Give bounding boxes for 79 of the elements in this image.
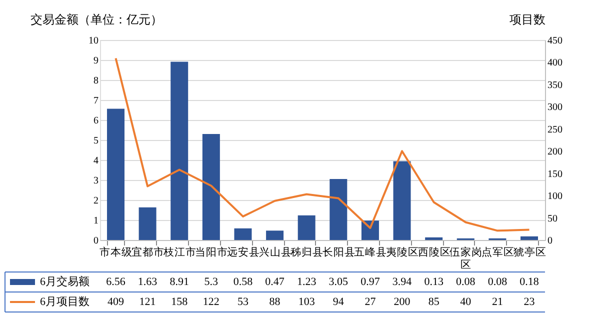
y2-tick-label: 450: [548, 36, 562, 46]
bar: [520, 236, 538, 240]
data-label: 85: [428, 296, 440, 308]
x-tick-label: 枝江市: [162, 246, 196, 258]
data-label: 6.56: [106, 276, 126, 288]
x-tick-label: 西陵区: [418, 246, 451, 258]
data-label: 122: [202, 296, 220, 308]
y-tick-label: 4: [94, 156, 98, 166]
x-tick-label: 点军区: [481, 246, 514, 258]
y2-tick-label: 300: [548, 102, 562, 114]
data-label: 0.58: [233, 276, 254, 288]
y-tick-label: 6: [94, 116, 98, 126]
data-label: 94: [332, 296, 344, 308]
data-label: 23: [524, 296, 536, 308]
x-tick-label: 当阳市: [195, 246, 228, 258]
line-series: [114, 57, 530, 232]
y2-tick-label: 0: [548, 236, 552, 246]
y-tick-label: 10: [88, 36, 98, 46]
x-tick-label: 伍家岗区: [450, 246, 483, 271]
bar: [234, 228, 252, 240]
bar: [298, 215, 316, 240]
x-tick-label: 夷陵区: [386, 246, 420, 258]
data-label: 0.08: [456, 276, 476, 288]
data-label: 158: [171, 296, 188, 308]
data-label: 0.97: [360, 276, 380, 288]
x-tick-label: 宜都市: [132, 246, 165, 258]
x-tick-label: 长阳县: [322, 246, 356, 258]
data-label: 88: [269, 296, 281, 308]
y-tick-label: 9: [94, 56, 98, 66]
y-tick-label: 3: [94, 176, 98, 186]
data-label: 27: [364, 296, 376, 308]
data-label: 40: [460, 296, 472, 308]
data-label: 0.08: [488, 276, 508, 288]
y2-tick-label: 50: [548, 213, 558, 224]
bar: [330, 179, 348, 240]
bar: [425, 237, 443, 240]
bar: [138, 207, 156, 240]
y-tick-label: 1: [94, 216, 98, 226]
legend-label: 6月项目数: [40, 296, 90, 308]
x-tick-label: 市本级: [100, 246, 133, 258]
x-tick-label: 远安县: [226, 246, 260, 258]
data-label: 0.18: [520, 276, 540, 288]
bar: [170, 62, 188, 240]
data-label: 53: [237, 296, 249, 308]
x-tick-label: 猇亭区: [513, 246, 546, 258]
data-label: 200: [394, 296, 411, 308]
data-label: 0.13: [424, 276, 444, 288]
data-label: 1.63: [138, 276, 158, 288]
y2-tick-label: 400: [548, 58, 562, 69]
y2-axis-title: 项目数: [510, 12, 546, 26]
data-label: 121: [139, 296, 156, 308]
x-tick-label: 五峰县: [354, 246, 388, 258]
y-tick-label: 8: [94, 76, 98, 86]
y-tick-label: 0: [94, 236, 98, 246]
data-label: 3.94: [392, 276, 412, 288]
bar: [107, 108, 124, 240]
y-tick-label: 2: [94, 196, 98, 206]
data-label: 0.47: [265, 276, 285, 288]
bar: [393, 161, 411, 240]
y-axis-title: 交易金额（单位：亿元）: [30, 12, 162, 26]
bar: [202, 134, 220, 240]
y2-tick-label: 100: [548, 191, 562, 202]
data-label: 3.05: [328, 276, 349, 288]
y2-tick-label: 350: [548, 80, 562, 91]
x-tick-label: 秭归县: [290, 246, 324, 258]
legend-label: 6月交易额: [40, 275, 90, 288]
y-tick-label: 7: [94, 96, 98, 106]
x-tick-label: 兴山县: [258, 246, 292, 258]
y-tick-label: 5: [94, 136, 98, 146]
bar: [266, 230, 284, 240]
y2-tick-label: 250: [548, 124, 562, 136]
y2-tick-label: 150: [548, 168, 562, 180]
data-label: 5.3: [204, 276, 219, 288]
y2-tick-label: 200: [548, 146, 562, 158]
data-label: 8.91: [170, 276, 189, 288]
data-label: 1.23: [296, 276, 317, 288]
data-label: 409: [107, 296, 124, 308]
data-label: 103: [298, 296, 316, 308]
data-label: 21: [492, 296, 503, 308]
